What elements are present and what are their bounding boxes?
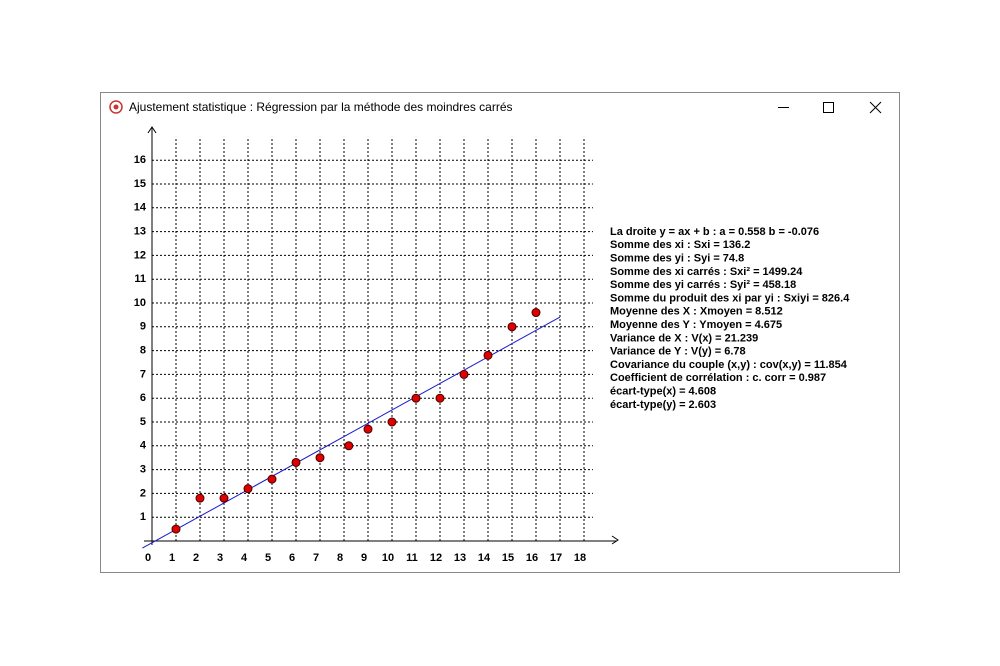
x-tick-label: 13 (454, 552, 466, 564)
maximize-button[interactable] (806, 95, 852, 121)
point (195, 493, 205, 503)
point (344, 441, 354, 451)
x-tick-label: 10 (382, 552, 394, 564)
stat-line: Somme des yi : Syi = 74.8 (610, 253, 744, 265)
stat-line: Coefficient de corrélation : c. corr = 0… (610, 372, 826, 384)
statistics: La droite y = ax + b : a = 0.558 b = -0.… (610, 226, 850, 411)
point (219, 493, 229, 503)
point (387, 417, 397, 427)
x-tick-label: 14 (478, 552, 491, 564)
y-tick-label: 16 (134, 154, 146, 166)
window-title: Ajustement statistique : Régression par … (129, 100, 513, 114)
plot: 0 1 2 3 4 5 6 7 8 9 10 11 12 13 14 15 16 17 18123456789101… (134, 128, 617, 564)
x-tick-label: 11 (406, 552, 418, 564)
stat-line: La droite y = ax + b : a = 0.558 b = -0.… (610, 226, 819, 238)
y-tick-label: 6 (140, 392, 146, 404)
y-axis-arrow (147, 126, 157, 134)
x-tick-label: 12 (430, 552, 442, 564)
x-tick-label: 9 (361, 552, 367, 564)
point (531, 308, 541, 318)
point (507, 322, 517, 332)
point (483, 350, 493, 360)
stat-line: Somme des xi carrés : Sxi² = 1499.24 (610, 266, 803, 278)
point (267, 474, 277, 484)
stat-line: Moyenne des Y : Ymoyen = 4.675 (610, 319, 782, 331)
point (411, 393, 421, 403)
stat-line: Moyenne des X : Xmoyen = 8.512 (610, 306, 783, 318)
x-tick-label: 8 (337, 552, 343, 564)
y-tick-label: 5 (140, 416, 146, 428)
y-tick-label: 12 (134, 249, 146, 261)
y-tick-label: 9 (140, 321, 146, 333)
y-tick-label: 13 (134, 226, 146, 238)
point (459, 369, 469, 379)
x-tick-label: 1 (169, 552, 175, 564)
point (315, 453, 325, 463)
y-tick-label: 10 (134, 297, 146, 309)
x-tick-label: 2 (193, 552, 199, 564)
window (100, 92, 900, 573)
stat-line: Somme des yi carrés : Syi² = 458.18 (610, 279, 796, 291)
x-tick-label: 7 (313, 552, 319, 564)
point (243, 484, 253, 494)
y-tick-label: 1 (140, 511, 146, 523)
point (363, 424, 373, 434)
point (435, 393, 445, 403)
y-tick-label: 14 (134, 202, 147, 214)
stat-line: Variance de X : V(x) = 21.239 (610, 332, 758, 344)
stat-line: Covariance du couple (x,y) : cov(x,y) = … (610, 359, 848, 371)
x-tick-label: 6 (289, 552, 295, 564)
x-tick-label: 5 (265, 552, 271, 564)
point (171, 524, 181, 534)
x-axis-arrow (611, 535, 619, 545)
x-tick-label: 16 (526, 552, 538, 564)
y-tick-label: 15 (134, 178, 146, 190)
x-tick-label: 0 (145, 552, 151, 564)
stat-line: Somme du produit des xi par yi : Sxiyi =… (610, 292, 850, 304)
y-tick-label: 3 (140, 464, 146, 476)
minimize-button[interactable] (760, 95, 806, 121)
x-tick-label: 3 (217, 552, 223, 564)
stat-line: Somme des xi : Sxi = 136.2 (610, 239, 750, 251)
y-tick-label: 2 (140, 487, 146, 499)
close-button[interactable] (852, 95, 898, 121)
stat-line: écart-type(x) = 4.608 (610, 386, 716, 398)
app-icon (109, 100, 123, 114)
y-tick-label: 4 (140, 440, 147, 452)
x-tick-label: 18 (574, 552, 586, 564)
stat-line: écart-type(y) = 2.603 (610, 399, 716, 411)
y-tick-label: 8 (140, 345, 146, 357)
y-tick-label: 7 (140, 368, 146, 380)
x-tick-label: 15 (502, 552, 514, 564)
x-tick-label: 17 (550, 552, 562, 564)
point (291, 457, 301, 467)
stat-line: Variance de Y : V(y) = 6.78 (610, 346, 746, 358)
y-tick-label: 11 (134, 273, 146, 285)
x-tick-label: 4 (241, 552, 248, 564)
